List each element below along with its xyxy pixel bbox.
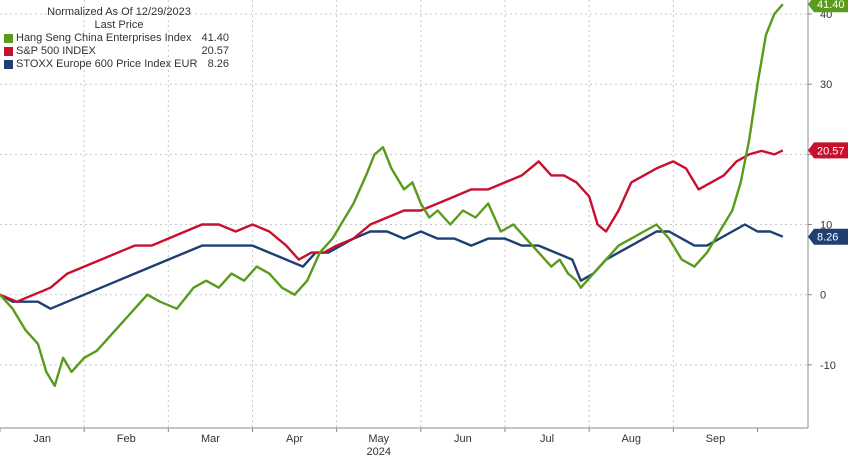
series-line-hang-seng xyxy=(0,3,784,388)
legend-label-stoxx: STOXX Europe 600 Price Index EUR xyxy=(16,58,198,70)
value-badge-sp500 xyxy=(808,142,848,159)
x-tick-label: Jan xyxy=(33,433,51,445)
y-tick-label: -10 xyxy=(820,360,836,372)
legend-value-stoxx: 8.26 xyxy=(207,58,229,70)
value-badge-label-hang-seng: 41.40 xyxy=(817,0,845,11)
legend-swatch-hang-seng xyxy=(4,34,13,43)
x-axis-label: 2024 xyxy=(367,446,391,458)
legend-value-hang-seng: 41.40 xyxy=(201,32,229,44)
value-badge-stoxx xyxy=(808,228,848,245)
x-tick-label: Jul xyxy=(540,433,554,445)
series-line-sp500 xyxy=(0,149,784,303)
legend-swatch-sp500 xyxy=(4,47,13,56)
value-badge-hang-seng xyxy=(808,0,848,13)
legend-label-sp500: S&P 500 INDEX xyxy=(16,45,96,57)
value-badge-label-stoxx: 8.26 xyxy=(817,232,838,244)
chart-subtitle: Last Price xyxy=(94,19,144,31)
legend-label-hang-seng: Hang Seng China Enterprises Index xyxy=(16,32,192,44)
legend-entry-stoxx: STOXX Europe 600 Price Index EUR 8.26 xyxy=(4,58,229,71)
x-tick-label: Jun xyxy=(454,433,472,445)
legend-value-sp500: 20.57 xyxy=(201,45,229,57)
chart-title: Normalized As Of 12/29/2023 xyxy=(47,6,191,18)
y-tick-label: 30 xyxy=(820,79,832,91)
legend: Normalized As Of 12/29/2023 Last Price H… xyxy=(4,6,234,71)
y-tick-label: 0 xyxy=(820,290,826,302)
legend-swatch-stoxx xyxy=(4,60,13,69)
series-line-stoxx xyxy=(0,223,784,310)
x-tick-label: May xyxy=(368,433,389,445)
x-tick-label: Sep xyxy=(706,433,726,445)
x-tick-label: Aug xyxy=(621,433,641,445)
legend-entry-sp500: S&P 500 INDEX 20.57 xyxy=(4,45,229,58)
x-tick-label: Feb xyxy=(117,433,136,445)
x-tick-label: Apr xyxy=(286,433,303,445)
x-tick-label: Mar xyxy=(201,433,220,445)
value-badge-label-sp500: 20.57 xyxy=(817,145,845,157)
y-tick-label: 10 xyxy=(820,220,832,232)
legend-entry-hang-seng: Hang Seng China Enterprises Index 41.40 xyxy=(4,32,229,45)
